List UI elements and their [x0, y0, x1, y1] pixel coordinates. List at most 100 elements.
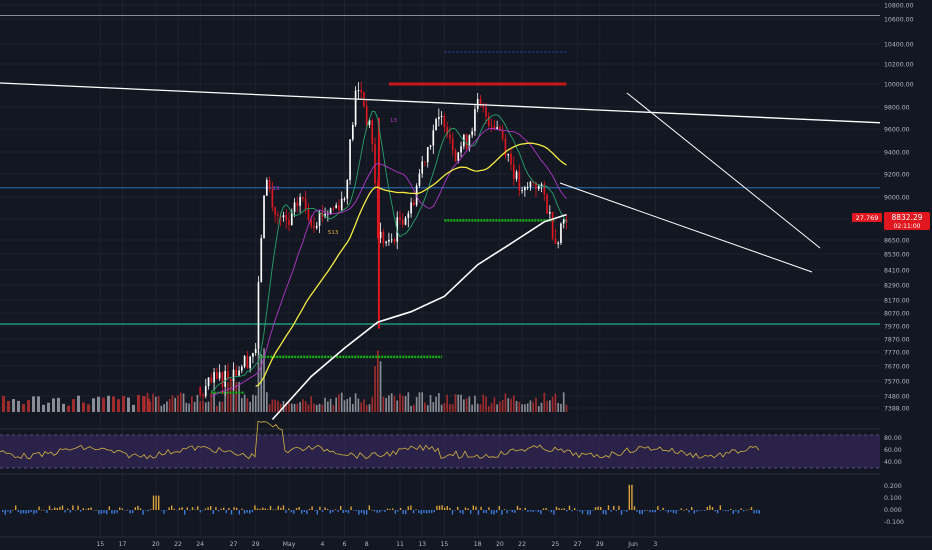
- time-axis[interactable]: 15 17 20 22 24 27 29 May 4 6 8 11 13 15 18 20 22 25 27 29 Ju…: [96, 541, 657, 548]
- macd-bar: [680, 508, 682, 510]
- macd-bar: [212, 510, 214, 514]
- macd-bar: [550, 510, 552, 513]
- macd-bar: [160, 510, 162, 511]
- macd-bar: [360, 510, 363, 513]
- volume-bar: [451, 404, 454, 412]
- annotations: 13 13 513: [272, 118, 397, 236]
- macd-bar: [529, 510, 532, 512]
- macd-bar: [126, 509, 129, 511]
- macd-bar: [230, 510, 233, 515]
- volume-bar: [526, 403, 529, 412]
- macd-bar: [631, 484, 633, 510]
- volume-bar: [179, 392, 182, 412]
- macd-pane[interactable]: 0.200 0.100 0.000 -0.100: [0, 473, 904, 526]
- candle-body: [493, 126, 496, 130]
- macd-bar: [670, 510, 672, 512]
- volume-bar: [77, 395, 80, 412]
- rsi-pane[interactable]: 80.00 60.00 40.00: [0, 420, 902, 469]
- price-tick-label: 7770.00: [884, 350, 910, 357]
- volume-bar: [471, 404, 473, 412]
- macd-bar: [412, 510, 415, 514]
- price-tick-label: 7480.00: [884, 394, 910, 401]
- macd-bar: [753, 510, 755, 514]
- macd-bar: [623, 510, 625, 511]
- price-tick-label: 8170.00: [884, 298, 910, 305]
- candle-body: [252, 352, 254, 357]
- macd-tick-label: 0.200: [884, 483, 902, 490]
- macd-bar: [12, 509, 14, 511]
- volume-bar: [102, 397, 105, 412]
- macd-bar: [501, 510, 503, 515]
- macd-bar: [311, 506, 313, 510]
- macd-bar: [428, 510, 430, 514]
- macd-bar: [589, 510, 591, 515]
- macd-bar: [56, 508, 58, 510]
- macd-bar: [210, 505, 212, 510]
- macd-bar: [173, 508, 175, 510]
- macd-bar: [327, 509, 329, 510]
- candle-body: [268, 179, 271, 190]
- macd-bar: [418, 510, 420, 514]
- volume-bar: [27, 399, 30, 412]
- candle-body: [413, 202, 415, 205]
- macd-bar: [184, 510, 186, 515]
- volume-bar: [310, 396, 313, 412]
- time-tick-label: Jun: [627, 541, 638, 548]
- macd-bar: [176, 510, 178, 511]
- macd-bar: [433, 510, 435, 513]
- volume-bar: [343, 400, 346, 412]
- volume-bar: [351, 403, 354, 412]
- volume-bar: [349, 397, 351, 412]
- volume-bar: [185, 402, 188, 412]
- macd-bar: [95, 509, 97, 511]
- trend-lines: [0, 82, 931, 273]
- macd-bar: [561, 508, 563, 510]
- macd-bar: [246, 510, 248, 513]
- macd-bar: [685, 508, 688, 510]
- candle-body: [202, 394, 204, 397]
- volume-bar: [440, 404, 443, 412]
- volume-bar: [265, 392, 268, 412]
- macd-bar: [613, 505, 615, 510]
- volume-bar: [229, 382, 232, 412]
- volume-bar: [551, 396, 554, 412]
- volume-bar: [365, 405, 368, 412]
- candle-body: [254, 348, 257, 353]
- macd-bar: [696, 510, 698, 512]
- macd-bar: [186, 507, 188, 510]
- macd-bar: [72, 505, 74, 510]
- volume-bar: [438, 393, 440, 412]
- candle-body: [360, 89, 362, 93]
- volume-bar: [507, 398, 510, 412]
- candle-body: [451, 138, 454, 151]
- macd-bar: [576, 510, 578, 511]
- macd-bar: [540, 510, 542, 515]
- volume-bar: [363, 399, 365, 412]
- macd-bar: [74, 510, 77, 511]
- annotation-label: 513: [328, 230, 339, 236]
- candle-body: [438, 116, 440, 120]
- volume-bar: [357, 398, 360, 412]
- macd-tick-label: 0.000: [884, 507, 902, 514]
- volume-bar: [454, 394, 457, 412]
- time-tick-label: 22: [174, 541, 182, 548]
- time-tick-label: 27: [230, 541, 238, 548]
- wedge-lower-line: [559, 182, 813, 273]
- candle-body: [232, 369, 235, 382]
- candle-body: [293, 202, 296, 212]
- candle-body: [249, 356, 251, 369]
- price-axis[interactable]: 10800.00 10600.00 10400.00 10200.00 10000.00…: [880, 0, 932, 537]
- macd-bar: [28, 510, 30, 513]
- volume-bar: [385, 397, 387, 412]
- macd-bar: [150, 509, 152, 510]
- macd-bar: [288, 508, 290, 510]
- volume-bar: [213, 392, 215, 412]
- macd-bar: [587, 510, 589, 515]
- volume-bar: [240, 398, 243, 412]
- price-tick-label: 7570.00: [884, 379, 910, 386]
- macd-bar: [714, 510, 716, 512]
- candle-body: [354, 90, 357, 125]
- macd-bar: [496, 510, 498, 513]
- macd-bar: [90, 507, 92, 510]
